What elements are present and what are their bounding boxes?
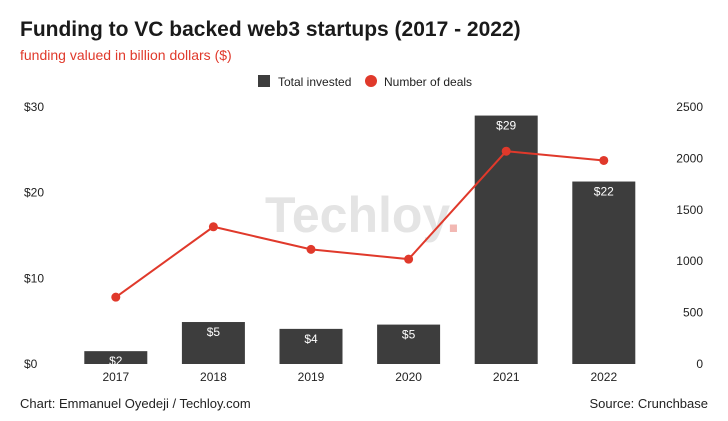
deals-point [404, 254, 414, 264]
deals-point [306, 244, 316, 254]
chart-credit: Chart: Emmanuel Oyedeji / Techloy.com [20, 396, 251, 411]
y-right-tick-label: 2000 [676, 151, 703, 165]
watermark: Techloy. [265, 187, 460, 243]
chart-subtitle: funding valued in billion dollars ($) [20, 47, 232, 63]
bar [572, 181, 636, 364]
y-axis-right: 0 500 1000 1500 2000 2500 [676, 100, 703, 371]
x-tick-label: 2017 [102, 370, 129, 384]
x-tick-label: 2018 [200, 370, 227, 384]
bar [377, 324, 441, 364]
line-series [111, 146, 609, 302]
bar-value-label: $5 [207, 325, 221, 339]
deals-point [208, 222, 218, 232]
y-right-tick-label: 1000 [676, 254, 703, 268]
y-right-tick-label: 1500 [676, 203, 703, 217]
y-left-tick-label: $10 [24, 271, 44, 285]
deals-line [115, 150, 604, 298]
y-axis-left: $0 $10 $20 $30 [24, 100, 44, 371]
deals-point [599, 155, 609, 165]
y-left-tick-label: $20 [24, 186, 44, 200]
legend-swatch-total-invested [258, 75, 270, 87]
bar-value-label: $29 [496, 119, 516, 133]
y-right-tick-label: 2500 [676, 100, 703, 114]
x-axis: 2017 2018 2019 2020 2021 2022 [102, 370, 617, 384]
bar [181, 322, 245, 364]
legend-label-number-of-deals: Number of deals [384, 75, 472, 89]
bar [474, 115, 538, 364]
x-tick-label: 2020 [395, 370, 422, 384]
bar-value-label: $22 [594, 185, 614, 199]
watermark-text: Techloy [265, 187, 450, 243]
bar-series: $2 $5 $4 $5 $29 $22 [84, 115, 636, 368]
watermark-dot: . [447, 187, 461, 243]
source-note: Source: Crunchbase [589, 396, 708, 411]
x-tick-label: 2022 [590, 370, 617, 384]
x-tick-label: 2021 [493, 370, 520, 384]
legend-swatch-number-of-deals [365, 75, 377, 87]
legend-label-total-invested: Total invested [278, 75, 351, 89]
x-tick-label: 2019 [298, 370, 325, 384]
y-right-tick-label: 500 [683, 306, 703, 320]
legend: Total invested Number of deals [258, 75, 472, 89]
chart-title: Funding to VC backed web3 startups (2017… [20, 18, 521, 41]
deals-point [111, 292, 121, 302]
bar [84, 351, 148, 364]
deals-point [501, 146, 511, 156]
y-left-tick-label: $30 [24, 100, 44, 114]
y-right-tick-label: 0 [696, 357, 703, 371]
y-left-tick-label: $0 [24, 357, 38, 371]
bar [279, 328, 343, 364]
bar-value-label: $4 [304, 332, 318, 346]
bar-value-label: $2 [109, 354, 123, 368]
bar-value-label: $5 [402, 328, 416, 342]
